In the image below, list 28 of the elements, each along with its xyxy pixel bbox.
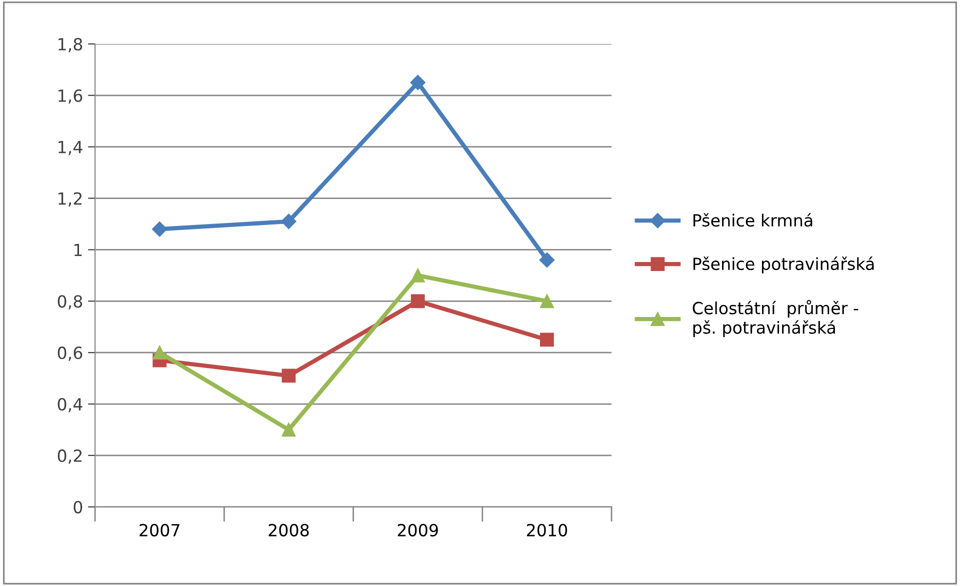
point (152, 346, 167, 360)
point (282, 368, 296, 383)
y-tick-label: 1,8 (58, 38, 82, 52)
point (152, 222, 168, 237)
y-tick-label: 0 (74, 500, 82, 514)
y-tick-label: 0,8 (58, 295, 82, 310)
point (540, 294, 554, 308)
y-tick-label: 1,4 (58, 141, 82, 156)
y-tick-label: 1,2 (58, 192, 82, 207)
point (539, 252, 555, 268)
legend-label: Celostátní průměr - pš. potravinářská (692, 300, 858, 338)
y-tick-label: 1 (74, 244, 82, 256)
point (410, 74, 426, 90)
x-tick-label: 2008 (268, 524, 309, 536)
legend-label: Pšenice krmná (693, 213, 812, 227)
point (410, 294, 425, 308)
y-tick-label: 0,6 (58, 346, 82, 361)
x-tick-label: 2010 (526, 524, 568, 536)
x-tick-label: 2007 (140, 524, 180, 536)
y-tick-label: 0,4 (58, 398, 82, 412)
point (281, 214, 296, 229)
x-tick-label: 2009 (398, 524, 438, 536)
legend-label: Pšenice potravinářská (693, 256, 874, 274)
point (540, 332, 554, 347)
point (282, 422, 296, 437)
y-tick-label: 0,2 (58, 449, 82, 464)
y-tick-label: 1,6 (58, 89, 82, 104)
point (410, 268, 425, 282)
